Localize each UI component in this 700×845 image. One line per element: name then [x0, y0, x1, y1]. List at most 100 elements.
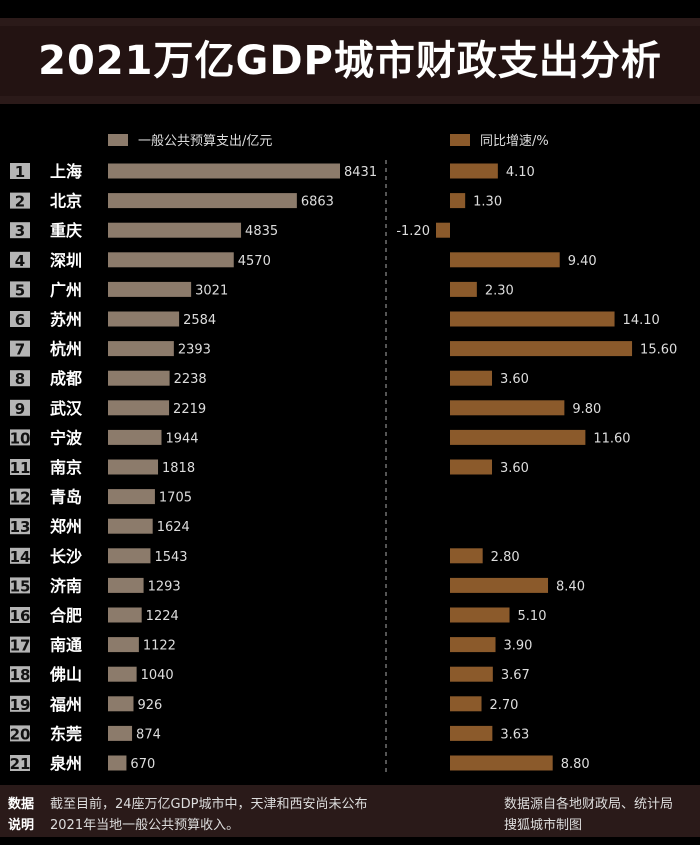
city-label: 南通: [50, 636, 82, 655]
spend-label: 1705: [159, 491, 192, 506]
growth-label: 3.90: [504, 639, 533, 654]
spend-bar: [108, 163, 340, 179]
city-label: 济南: [50, 576, 82, 595]
city-label: 成都: [50, 369, 82, 388]
rank-box: [10, 251, 30, 268]
rank-box: [10, 340, 30, 357]
city-label: 重庆: [50, 221, 82, 240]
spend-bar: [108, 222, 242, 238]
growth-bar: [450, 370, 493, 386]
growth-label: 9.40: [568, 254, 597, 269]
growth-label: 11.60: [593, 431, 630, 446]
rank-box: [10, 311, 30, 327]
rank-number: 20: [10, 725, 31, 743]
spend-bar: [108, 489, 155, 505]
spend-label: 2584: [183, 313, 216, 328]
spend-bar: [108, 341, 174, 357]
rank-number: 7: [15, 341, 25, 359]
city-label: 长沙: [50, 547, 82, 566]
spend-bar: [108, 755, 127, 771]
spend-label: 1224: [146, 609, 179, 624]
footer-source-1: 数据源自各地财政局、统计局: [504, 797, 674, 812]
growth-bar: [450, 252, 560, 268]
rank-number: 6: [15, 311, 25, 329]
growth-label: 2.30: [485, 283, 514, 298]
growth-bar: [435, 222, 450, 238]
spend-bar: [108, 577, 144, 593]
bar-chart: 1 上海 8431 4.10 2 北京 6863 1.30 3 重庆 4835 -1.20 4 深圳 457…: [10, 160, 677, 775]
growth-label: 3.63: [500, 727, 529, 742]
rank-box: [10, 547, 30, 564]
spend-bar: [108, 281, 192, 297]
growth-bar: [450, 637, 496, 653]
growth-label: 14.10: [623, 313, 660, 328]
city-label: 佛山: [49, 665, 82, 684]
footer-label-2: 说明: [8, 818, 35, 833]
spend-label: 1543: [154, 550, 187, 565]
growth-label: -1.20: [396, 224, 430, 239]
growth-label: 9.80: [572, 402, 601, 417]
rank-box: [10, 666, 30, 683]
footer-note-1: 截至目前，24座万亿GDP城市中，天津和西安尚未公布: [50, 797, 368, 812]
rank-number: 11: [10, 459, 31, 477]
rank-box: [10, 370, 30, 387]
legend-label-growth: 同比增速/%: [480, 134, 549, 149]
spend-bar: [108, 548, 151, 564]
rank-box: [10, 518, 30, 535]
rank-number: 13: [10, 518, 31, 536]
title-band: 2021万亿GDP城市财政支出分析: [0, 18, 700, 104]
spend-label: 1293: [148, 579, 181, 594]
spend-bar: [108, 459, 159, 475]
legend-label-spend: 一般公共预算支出/亿元: [138, 134, 273, 149]
spend-label: 8431: [344, 165, 377, 180]
rank-number: 9: [15, 400, 25, 418]
rank-number: 5: [15, 281, 25, 299]
spend-bar: [108, 725, 133, 741]
city-label: 东莞: [50, 724, 82, 743]
rank-number: 3: [15, 222, 25, 240]
spend-label: 4570: [238, 254, 271, 269]
footer-source-2: 搜狐城市制图: [504, 818, 583, 833]
growth-bar: [450, 577, 549, 593]
growth-bar: [450, 193, 466, 209]
rank-number: 16: [10, 607, 31, 625]
legend-swatch-growth: [450, 133, 470, 146]
spend-label: 1944: [165, 431, 198, 446]
city-label: 北京: [50, 192, 82, 211]
growth-label: 2.80: [491, 550, 520, 565]
city-label: 武汉: [50, 399, 83, 418]
rank-number: 1: [15, 163, 25, 181]
rank-number: 12: [10, 489, 31, 507]
spend-label: 1040: [141, 668, 174, 683]
spend-bar: [108, 518, 153, 534]
growth-bar: [450, 400, 565, 416]
spend-bar: [108, 696, 134, 712]
rank-number: 10: [10, 429, 31, 447]
spend-label: 1624: [157, 520, 190, 535]
spend-label: 2219: [173, 402, 206, 417]
rank-number: 8: [15, 370, 25, 388]
city-label: 青岛: [50, 488, 82, 507]
growth-bar: [450, 459, 493, 475]
city-label: 宁波: [50, 428, 83, 447]
growth-bar: [450, 341, 633, 357]
city-label: 南京: [50, 458, 82, 477]
rank-box: [10, 281, 30, 298]
growth-label: 8.40: [556, 579, 585, 594]
growth-label: 3.60: [500, 372, 529, 387]
growth-bar: [450, 163, 498, 179]
spend-label: 3021: [195, 283, 228, 298]
title-inner: 2021万亿GDP城市财政支出分析: [0, 26, 700, 96]
spend-bar: [108, 370, 170, 386]
spend-label: 6863: [301, 195, 334, 210]
city-label: 杭州: [50, 340, 82, 359]
rank-box: [10, 222, 30, 239]
rank-box: [10, 755, 30, 771]
rank-box: [10, 577, 30, 594]
growth-bar: [450, 696, 482, 712]
growth-bar: [450, 725, 493, 741]
growth-label: 2.70: [490, 698, 519, 713]
spend-label: 926: [137, 698, 162, 713]
spend-bar: [108, 252, 234, 268]
growth-bar: [450, 429, 586, 445]
